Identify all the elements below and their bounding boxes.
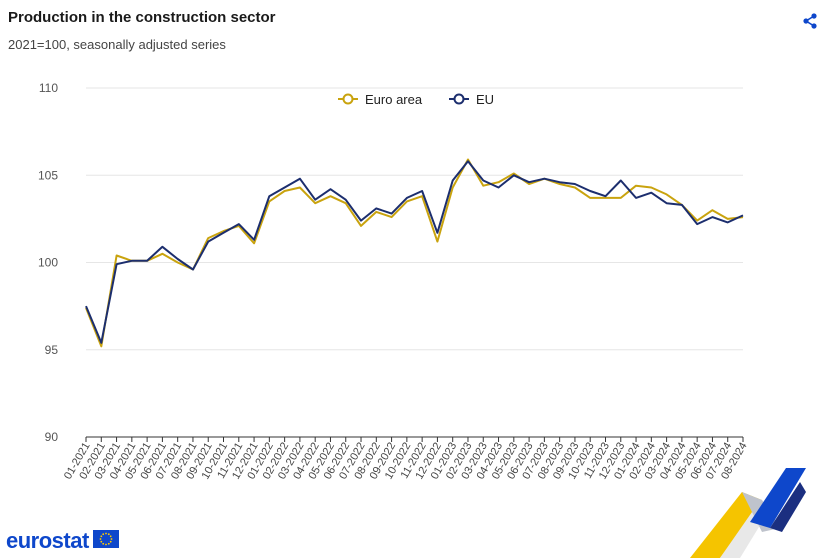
legend-label: Euro area — [365, 92, 423, 107]
chart-subtitle: 2021=100, seasonally adjusted series — [8, 37, 226, 52]
line-chart: 909510010511001-202102-202103-202104-202… — [38, 81, 750, 481]
share-icon[interactable] — [801, 12, 819, 30]
series-line-eu — [85, 160, 744, 344]
y-tick-label: 110 — [39, 81, 58, 95]
legend-marker — [342, 93, 354, 105]
eurostat-logo: eurostat — [6, 528, 119, 554]
y-tick-label: 100 — [38, 256, 58, 270]
y-tick-label: 90 — [45, 430, 59, 444]
legend-label: EU — [476, 92, 494, 107]
decorative-chevron-graphic — [690, 468, 806, 558]
eu-flag-icon — [92, 529, 119, 553]
logo-text: eurostat — [6, 528, 89, 553]
legend-marker — [453, 93, 465, 105]
chart-title: Production in the construction sector — [8, 9, 276, 26]
y-tick-label: 95 — [45, 343, 59, 357]
y-tick-label: 105 — [38, 168, 58, 182]
series-line-euro-area — [85, 158, 744, 348]
